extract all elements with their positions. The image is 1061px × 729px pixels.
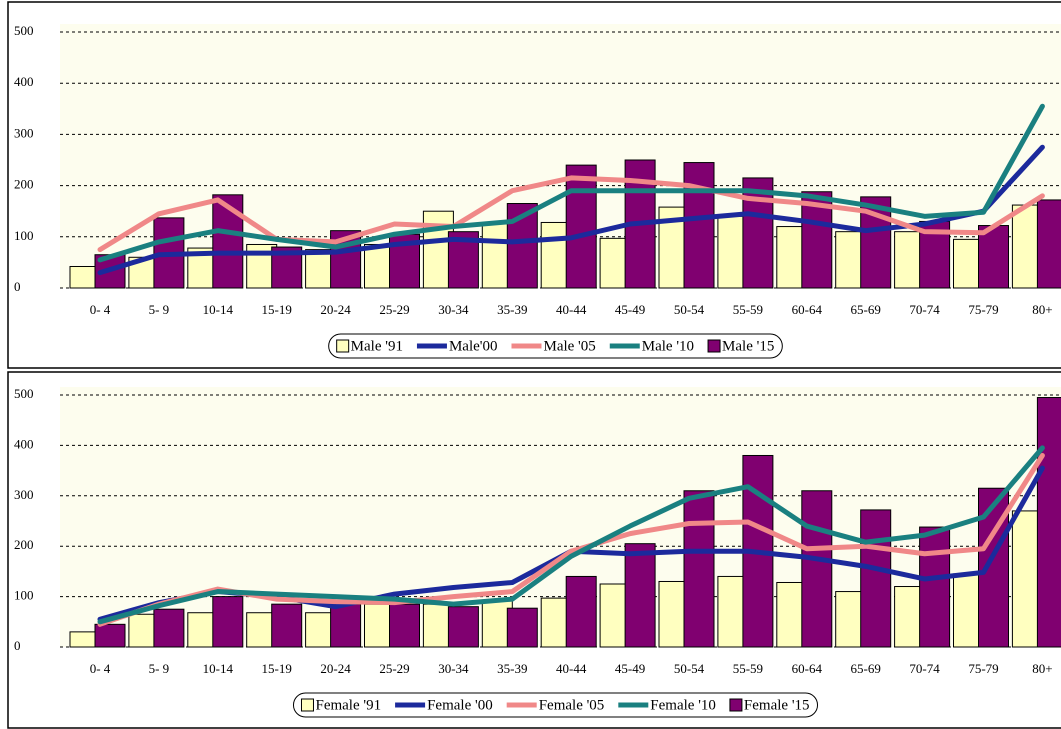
x-tick-label: 55-59 — [733, 302, 763, 317]
bar — [1036, 397, 1061, 648]
line — [97, 144, 1045, 276]
x-tick-label: 80+ — [1032, 661, 1052, 676]
legend-swatch — [300, 698, 314, 712]
y-tick-label: 500 — [14, 386, 34, 401]
legend-label: Male'00 — [449, 338, 498, 354]
y-tick-label: 0 — [14, 638, 21, 653]
y-tick-label: 400 — [14, 436, 34, 451]
y-tick-label: 200 — [14, 177, 34, 192]
legend: Female '91 Female '00 Female '05 Female '10… — [292, 692, 819, 718]
legend-swatch — [336, 339, 350, 353]
bar — [506, 607, 538, 648]
legend-box — [328, 333, 783, 359]
line — [97, 452, 1045, 627]
line — [97, 445, 1045, 625]
x-tick-label: 5- 9 — [149, 661, 170, 676]
bar — [801, 490, 833, 648]
bar — [860, 509, 892, 648]
bar — [94, 623, 126, 648]
line — [97, 175, 1045, 253]
x-tick-label: 25-29 — [379, 661, 409, 676]
legend-label: Female '91 — [315, 697, 381, 713]
x-tick-label: 50-54 — [674, 661, 705, 676]
x-tick-label: 50-54 — [674, 302, 705, 317]
bar — [565, 575, 597, 648]
bar — [919, 526, 951, 648]
legend-label: Male '15 — [722, 338, 774, 354]
x-tick-label: 10-14 — [203, 302, 234, 317]
bar — [624, 543, 656, 648]
line — [97, 103, 1045, 263]
legend: Male '91 Male'00 Male '05 Male '10 Male '15 — [328, 333, 783, 359]
x-tick-label: 65-69 — [851, 302, 881, 317]
x-tick-label: 65-69 — [851, 661, 881, 676]
x-tick-label: 0- 4 — [90, 302, 111, 317]
bar — [1036, 199, 1061, 289]
bar — [683, 490, 715, 648]
x-tick-label: 45-49 — [615, 302, 645, 317]
x-tick-label: 40-44 — [556, 302, 587, 317]
legend-label: Male '91 — [351, 338, 403, 354]
x-tick-label: 20-24 — [320, 302, 351, 317]
y-tick-label: 100 — [14, 588, 34, 603]
bar — [447, 606, 479, 648]
bar — [271, 603, 303, 648]
legend-swatch — [729, 698, 743, 712]
x-tick-label: 20-24 — [320, 661, 351, 676]
bar — [212, 596, 244, 648]
y-tick-label: 500 — [14, 23, 34, 38]
bar — [153, 608, 185, 648]
y-tick-label: 200 — [14, 537, 34, 552]
bar — [389, 603, 420, 648]
bar — [330, 603, 362, 648]
y-tick-label: 300 — [14, 487, 34, 502]
x-tick-label: 55-59 — [733, 661, 763, 676]
bar — [212, 194, 244, 289]
y-tick-label: 300 — [14, 125, 34, 140]
x-tick-label: 70-74 — [909, 661, 940, 676]
x-tick-label: 0- 4 — [90, 661, 111, 676]
x-tick-label: 15-19 — [262, 302, 292, 317]
legend-swatch — [707, 339, 721, 353]
x-tick-label: 60-64 — [792, 661, 823, 676]
y-tick-label: 0 — [14, 279, 21, 294]
x-tick-label: 60-64 — [792, 302, 823, 317]
x-tick-label: 45-49 — [615, 661, 645, 676]
x-tick-label: 35-39 — [497, 661, 527, 676]
x-tick-label: 70-74 — [909, 302, 940, 317]
x-tick-label: 30-34 — [438, 661, 469, 676]
x-tick-label: 10-14 — [203, 661, 234, 676]
legend-label: Female '15 — [744, 697, 810, 713]
bar — [683, 162, 715, 289]
legend-label: Female '05 — [539, 697, 605, 713]
x-tick-label: 30-34 — [438, 302, 469, 317]
x-tick-label: 35-39 — [497, 302, 527, 317]
x-tick-label: 5- 9 — [149, 302, 170, 317]
legend-box — [292, 692, 819, 718]
x-tick-label: 40-44 — [556, 661, 587, 676]
x-tick-label: 75-79 — [968, 661, 998, 676]
legend-label: Female '10 — [650, 697, 716, 713]
x-tick-label: 15-19 — [262, 661, 292, 676]
bar — [565, 164, 597, 289]
legend-label: Female '00 — [427, 697, 493, 713]
bar — [978, 225, 1009, 289]
y-tick-label: 100 — [14, 228, 34, 243]
x-tick-label: 80+ — [1032, 302, 1052, 317]
legend-label: Male '10 — [642, 338, 694, 354]
x-tick-label: 25-29 — [379, 302, 409, 317]
x-tick-label: 75-79 — [968, 302, 998, 317]
legend-label: Male '05 — [543, 338, 595, 354]
y-tick-label: 400 — [14, 74, 34, 89]
